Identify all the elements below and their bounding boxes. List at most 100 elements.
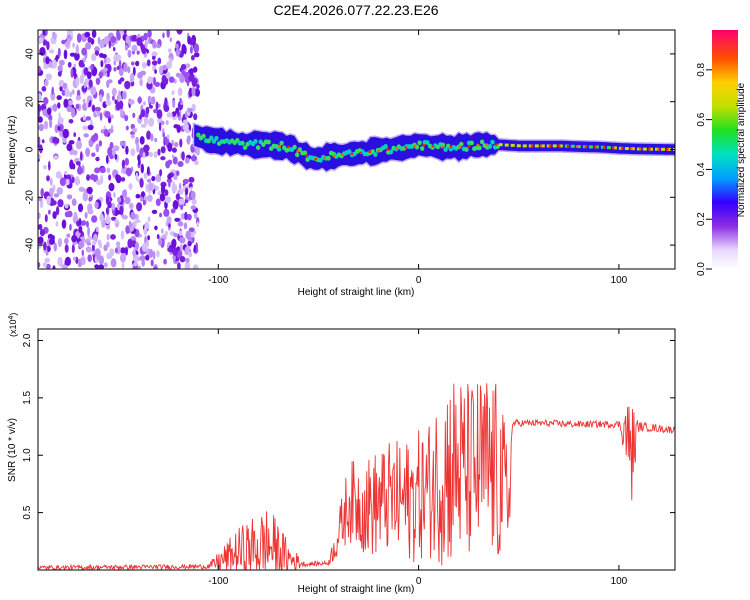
spectrogram-noise-blob	[134, 261, 137, 267]
spectrogram-noise-blob	[187, 251, 193, 258]
spectrogram-noise-blob	[160, 184, 166, 195]
spectrogram-noise-blob	[130, 148, 136, 157]
spectrogram-noise-blob	[137, 96, 142, 104]
spectrogram-noise-blob	[64, 41, 70, 48]
spectrogram-noise-blob	[188, 182, 193, 189]
spectrogram-noise-blob	[77, 166, 83, 175]
snr-ticks: -100 0 100 0.5 1.0 1.5 2.0	[22, 329, 675, 587]
spectrogram-noise-blob	[152, 250, 156, 260]
spectrogram-noise-blob	[63, 49, 68, 60]
spectrogram-noise-blob	[85, 42, 92, 50]
spectrogram-noise-blob	[119, 195, 124, 205]
spectrogram-noise-blob	[160, 228, 164, 234]
spectrogram-noise-blob	[189, 68, 194, 76]
spectrogram-noise-blob	[132, 112, 136, 119]
spectrogram-noise-blob	[86, 174, 91, 181]
spectrogram-signal-max	[575, 145, 579, 148]
snr-y-axis-label: SNR (10 * v/v)	[7, 418, 18, 482]
spectrogram-noise-blob	[99, 94, 103, 103]
spectrogram-noise-blob	[154, 69, 157, 74]
spectrogram-noise-blob	[42, 30, 46, 36]
spectrogram-noise-blob	[195, 148, 200, 156]
spectrogram-noise-blob	[91, 104, 96, 112]
spectrogram-noise-blob	[90, 86, 97, 96]
spectrogram-noise-blob	[75, 161, 81, 166]
spectrogram-noise-blob	[100, 60, 104, 68]
colorbar-tick-label: 0.6	[696, 112, 707, 126]
spectrogram-noise-blob	[105, 57, 111, 64]
spectrogram-noise-blob	[196, 221, 200, 228]
spectrogram-noise-blob	[44, 214, 48, 223]
spectrogram-noise-blob	[110, 258, 117, 268]
spectrogram-noise-blob	[91, 134, 97, 143]
spectrogram-noise-blob	[38, 262, 41, 268]
spectrogram-noise-blob	[106, 167, 111, 174]
spectrogram-noise-blob	[65, 178, 70, 186]
spectrogram-noise-blob	[77, 203, 84, 213]
spectrogram-noise-blob	[95, 143, 100, 153]
spectrogram-noise-blob	[161, 128, 165, 134]
spectrogram-signal-core	[504, 143, 509, 147]
spectrogram-noise-blob	[146, 178, 152, 183]
spectrogram-y-tick-label: 0	[25, 146, 36, 152]
spectrogram-noise-blob	[55, 171, 62, 179]
spectrogram-noise-blob	[62, 264, 68, 269]
spectrogram-noise-blob	[125, 35, 130, 44]
spectrogram-noise-blob	[63, 82, 67, 90]
spectrogram-noise-blob	[78, 225, 83, 233]
spectrogram-noise-blob	[167, 247, 173, 253]
spectrogram-noise-blob	[48, 160, 51, 171]
spectrogram-noise-blob	[103, 36, 110, 45]
spectrogram-noise-blob	[131, 61, 135, 66]
spectrogram-noise-blob	[48, 209, 51, 215]
spectrogram-noise-blob	[124, 114, 129, 122]
spectrogram-noise-blob	[172, 156, 178, 165]
spectrogram-noise-blob	[164, 196, 172, 204]
spectrogram-noise-blob	[74, 52, 80, 61]
spectrogram-noise-blob	[159, 65, 164, 75]
spectrogram-noise-blob	[106, 241, 110, 248]
spectrogram-signal-peak	[214, 135, 219, 141]
spectrogram-signal-peak	[292, 144, 297, 150]
spectrogram-noise-blob	[134, 219, 141, 224]
spectrogram-signal-max	[404, 146, 408, 149]
spectrogram-signal-peak	[209, 135, 214, 141]
spectrogram-signal-peak	[318, 157, 323, 163]
spectrogram-noise-blob	[89, 173, 96, 181]
spectrogram-signal-max	[530, 144, 534, 148]
spectrogram-noise-blob	[80, 256, 86, 266]
spectrogram-signal-peak	[443, 147, 448, 152]
spectrogram-noise-blob	[157, 148, 161, 156]
spectrogram-noise-blob	[40, 188, 44, 197]
spectrogram-noise-blob	[108, 182, 115, 192]
spectrogram-noise-blob	[38, 212, 41, 220]
spectrogram-signal-max	[611, 146, 615, 150]
spectrogram-noise-blob	[78, 59, 84, 68]
spectrogram-noise-blob	[147, 216, 151, 223]
spectrogram-noise-blob	[66, 143, 73, 152]
spectrogram-noise-blob	[171, 154, 175, 159]
spectrogram-noise-blob	[155, 173, 162, 183]
spectrogram-noise-blob	[98, 264, 105, 269]
spectrogram-noise-blob	[121, 189, 127, 198]
spectrogram-noise-blob	[167, 173, 172, 180]
spectrogram-noise-blob	[163, 258, 167, 265]
spectrogram-noise-blob	[129, 72, 135, 83]
spectrogram-signal-core	[667, 147, 671, 151]
spectrogram-signal-max	[350, 152, 354, 156]
spectrogram-panel: -100 0 100 -40 -20 0 20 40 Height of straight l…	[7, 29, 676, 298]
spectrogram-x-tick-label: 0	[416, 275, 422, 286]
spectrogram-signal-peak	[240, 140, 245, 146]
spectrogram-signal-max	[368, 150, 372, 154]
spectrogram-noise-blob	[57, 199, 64, 208]
spectrogram-noise-blob	[53, 32, 57, 40]
snr-y-tick-label: 0.5	[22, 505, 33, 519]
spectrogram-noise-blob	[166, 134, 170, 139]
spectrogram-noise-blob	[90, 64, 94, 71]
spectrogram-signal-peak	[446, 143, 451, 149]
spectrogram-signal-max	[584, 145, 588, 148]
spectrogram-noise-blob	[167, 159, 173, 165]
spectrogram-noise-blob	[186, 213, 192, 221]
spectrogram-noise-blob	[108, 40, 112, 49]
spectrogram-noise-blob	[136, 37, 143, 47]
